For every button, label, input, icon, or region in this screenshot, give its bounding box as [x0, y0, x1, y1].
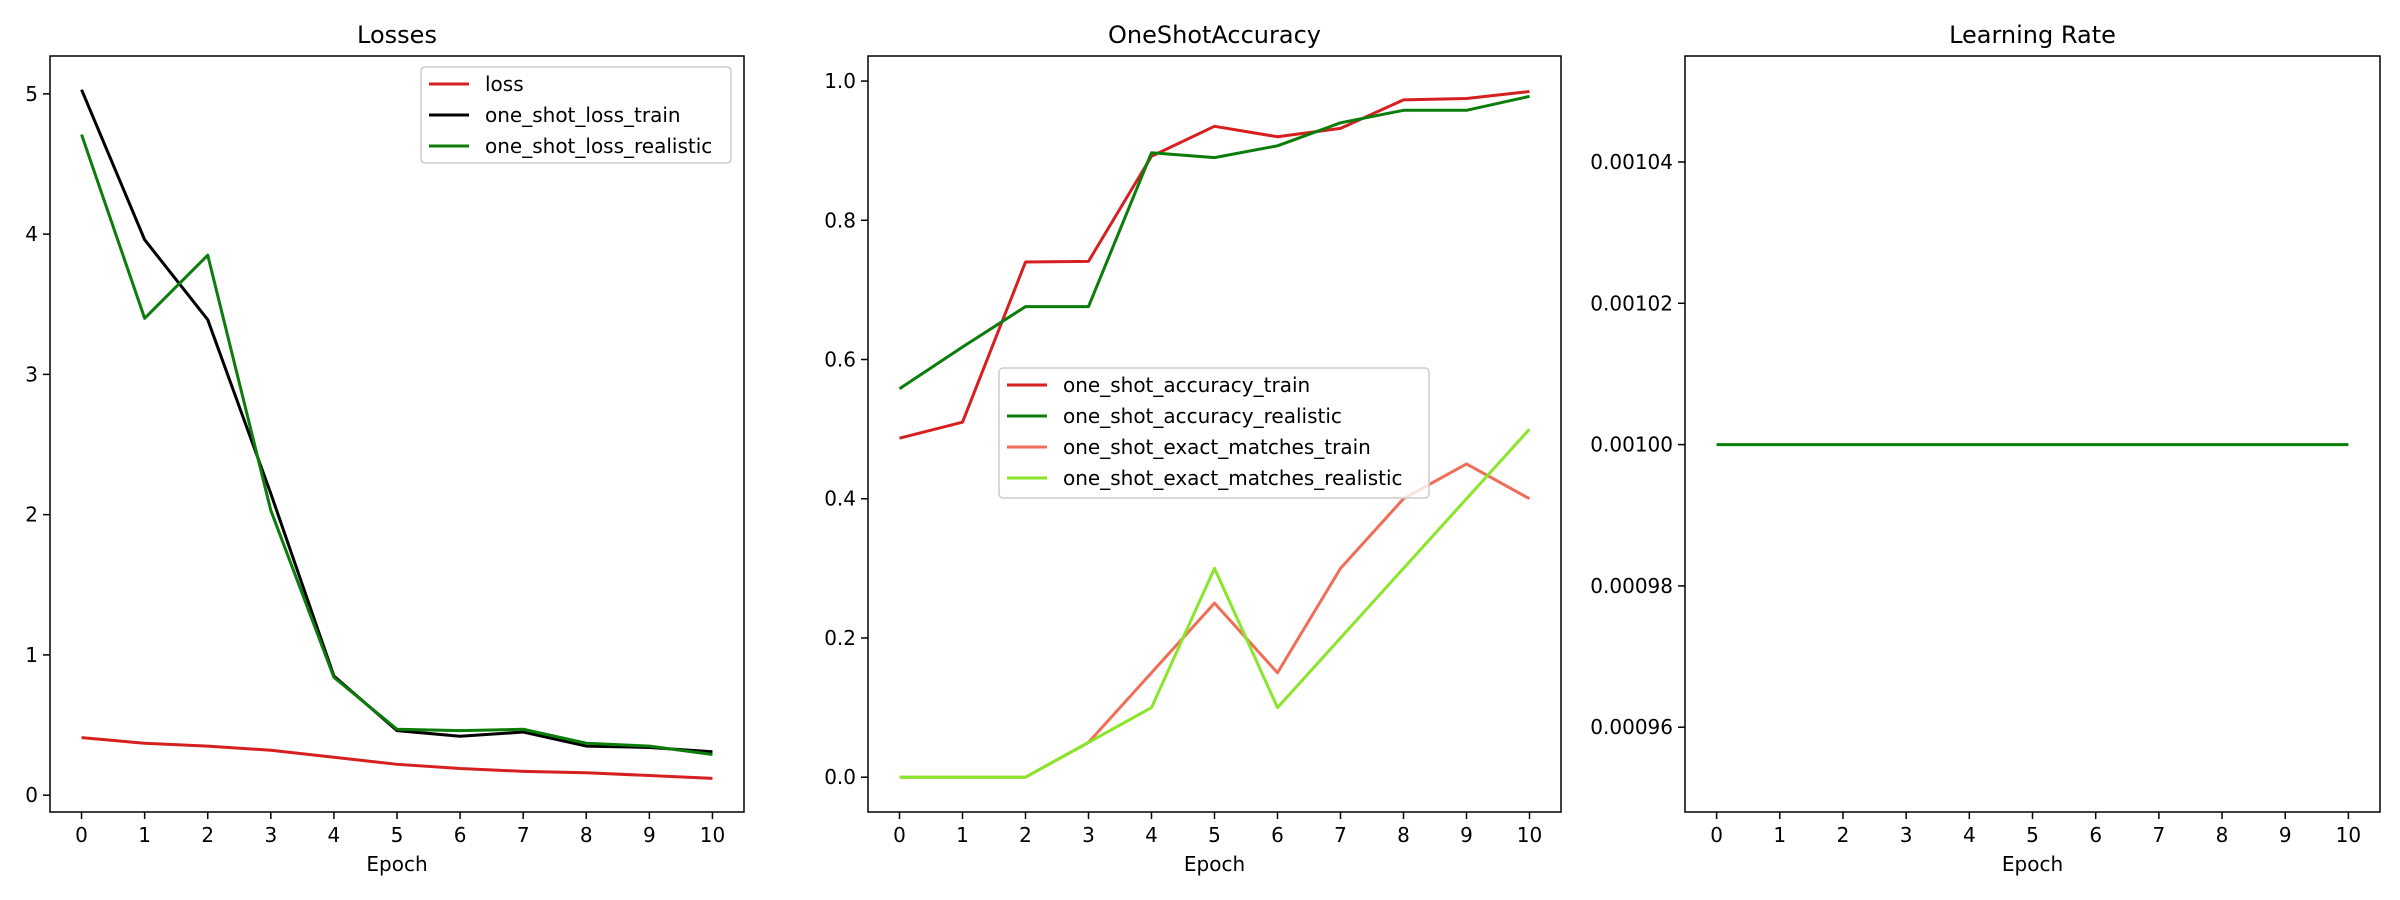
x-tick-label: 3 [1900, 823, 1913, 847]
x-axis-label: Epoch [1184, 852, 1245, 876]
y-tick-label: 0.00102 [1590, 291, 1673, 315]
series-line-one-shot-loss-realistic [80, 134, 713, 756]
x-tick-label: 7 [1334, 823, 1347, 847]
x-tick-label: 7 [517, 823, 530, 847]
series-line-loss [81, 736, 713, 780]
chart-panel-2: OneShotAccuracy 0 1 2 3 4 5 6 7 8 9 10 0.0 0.2 0.4 0.6 0… [824, 21, 1562, 876]
y-tick-label: 0.4 [824, 487, 856, 511]
x-tick-label: 3 [1082, 823, 1095, 847]
x-tick-label: 0 [75, 823, 88, 847]
x-tick-label: 8 [580, 823, 593, 847]
y-tick-label: 0.00096 [1590, 715, 1673, 739]
legend-label: one_shot_exact_matches_realistic [1063, 466, 1403, 490]
x-tick-label: 4 [1963, 823, 1976, 847]
x-tick-label: 10 [700, 823, 725, 847]
x-axis-label: Epoch [366, 852, 427, 876]
x-tick-label: 1 [956, 823, 969, 847]
x-tick-label: 5 [1208, 823, 1221, 847]
y-tick-label: 1.0 [824, 69, 856, 93]
x-tick-label: 9 [2279, 823, 2292, 847]
y-tick-label: 2 [25, 503, 38, 527]
x-tick-label: 8 [1397, 823, 1410, 847]
legend-label: loss [485, 72, 524, 96]
legend: one_shot_accuracy_train one_shot_accuracy… [998, 367, 1430, 499]
x-tick-label: 7 [2152, 823, 2165, 847]
x-tick-label: 4 [328, 823, 341, 847]
x-tick-label: 5 [391, 823, 404, 847]
legend-label: one_shot_accuracy_train [1063, 373, 1310, 397]
y-tick-label: 0.0 [824, 765, 856, 789]
x-tick-label: 6 [1271, 823, 1284, 847]
series-line-one-shot-accuracy-train [899, 90, 1530, 440]
series-line-one-shot-exact-matches-realistic [899, 428, 1531, 779]
legend-label: one_shot_exact_matches_train [1063, 435, 1371, 459]
y-tick-label: 4 [25, 222, 38, 246]
y-tick-label: 0.2 [824, 626, 856, 650]
x-tick-label: 6 [2089, 823, 2102, 847]
y-tick-label: 0.00100 [1590, 433, 1673, 457]
y-tick-label: 3 [25, 362, 38, 386]
y-tick-label: 0.8 [824, 208, 856, 232]
x-tick-label: 6 [454, 823, 467, 847]
legend-label: one_shot_loss_train [485, 103, 681, 127]
x-tick-label: 0 [893, 823, 906, 847]
legend-label: one_shot_accuracy_realistic [1063, 404, 1342, 428]
chart-panel-1: Losses 0 1 2 3 4 5 6 7 8 9 10 0 1 2 3 4 5 Epoch loss one_sho… [25, 21, 745, 876]
x-tick-label: 10 [1517, 823, 1542, 847]
chart-title: OneShotAccuracy [1108, 21, 1321, 49]
y-tick-label: 0.6 [824, 348, 856, 372]
y-tick-label: 0 [25, 783, 38, 807]
legend-label: one_shot_loss_realistic [485, 134, 712, 158]
plot-frame [49, 55, 745, 813]
plot-frame [867, 55, 1562, 813]
y-tick-label: 5 [25, 82, 38, 106]
legend: loss one_shot_loss_train one_shot_loss_rea… [420, 66, 732, 164]
x-tick-label: 0 [1710, 823, 1723, 847]
x-tick-label: 1 [138, 823, 151, 847]
y-tick-label: 0.00098 [1590, 574, 1673, 598]
plot-frame [1684, 55, 2381, 813]
y-tick-label: 0.00104 [1590, 150, 1673, 174]
chart-title: Learning Rate [1949, 21, 2116, 49]
x-tick-label: 2 [201, 823, 214, 847]
legend-box [420, 66, 732, 164]
x-tick-label: 5 [2026, 823, 2039, 847]
x-tick-label: 9 [643, 823, 656, 847]
x-tick-label: 8 [2216, 823, 2229, 847]
y-tick-label: 1 [25, 643, 38, 667]
x-tick-label: 4 [1145, 823, 1158, 847]
x-tick-label: 2 [1837, 823, 1850, 847]
series-line-one-shot-accuracy-realistic [898, 94, 1530, 391]
x-tick-label: 3 [264, 823, 277, 847]
x-tick-label: 9 [1460, 823, 1473, 847]
x-tick-label: 2 [1019, 823, 1032, 847]
chart-title: Losses [357, 21, 437, 49]
legend-box [998, 367, 1430, 499]
x-axis-label: Epoch [2002, 852, 2063, 876]
x-tick-label: 10 [2336, 823, 2361, 847]
chart-panel-3: Learning Rate 0 1 2 3 4 5 6 7 8 9 10 0.00096 0.00098 0… [1590, 21, 2381, 876]
x-tick-label: 1 [1773, 823, 1786, 847]
